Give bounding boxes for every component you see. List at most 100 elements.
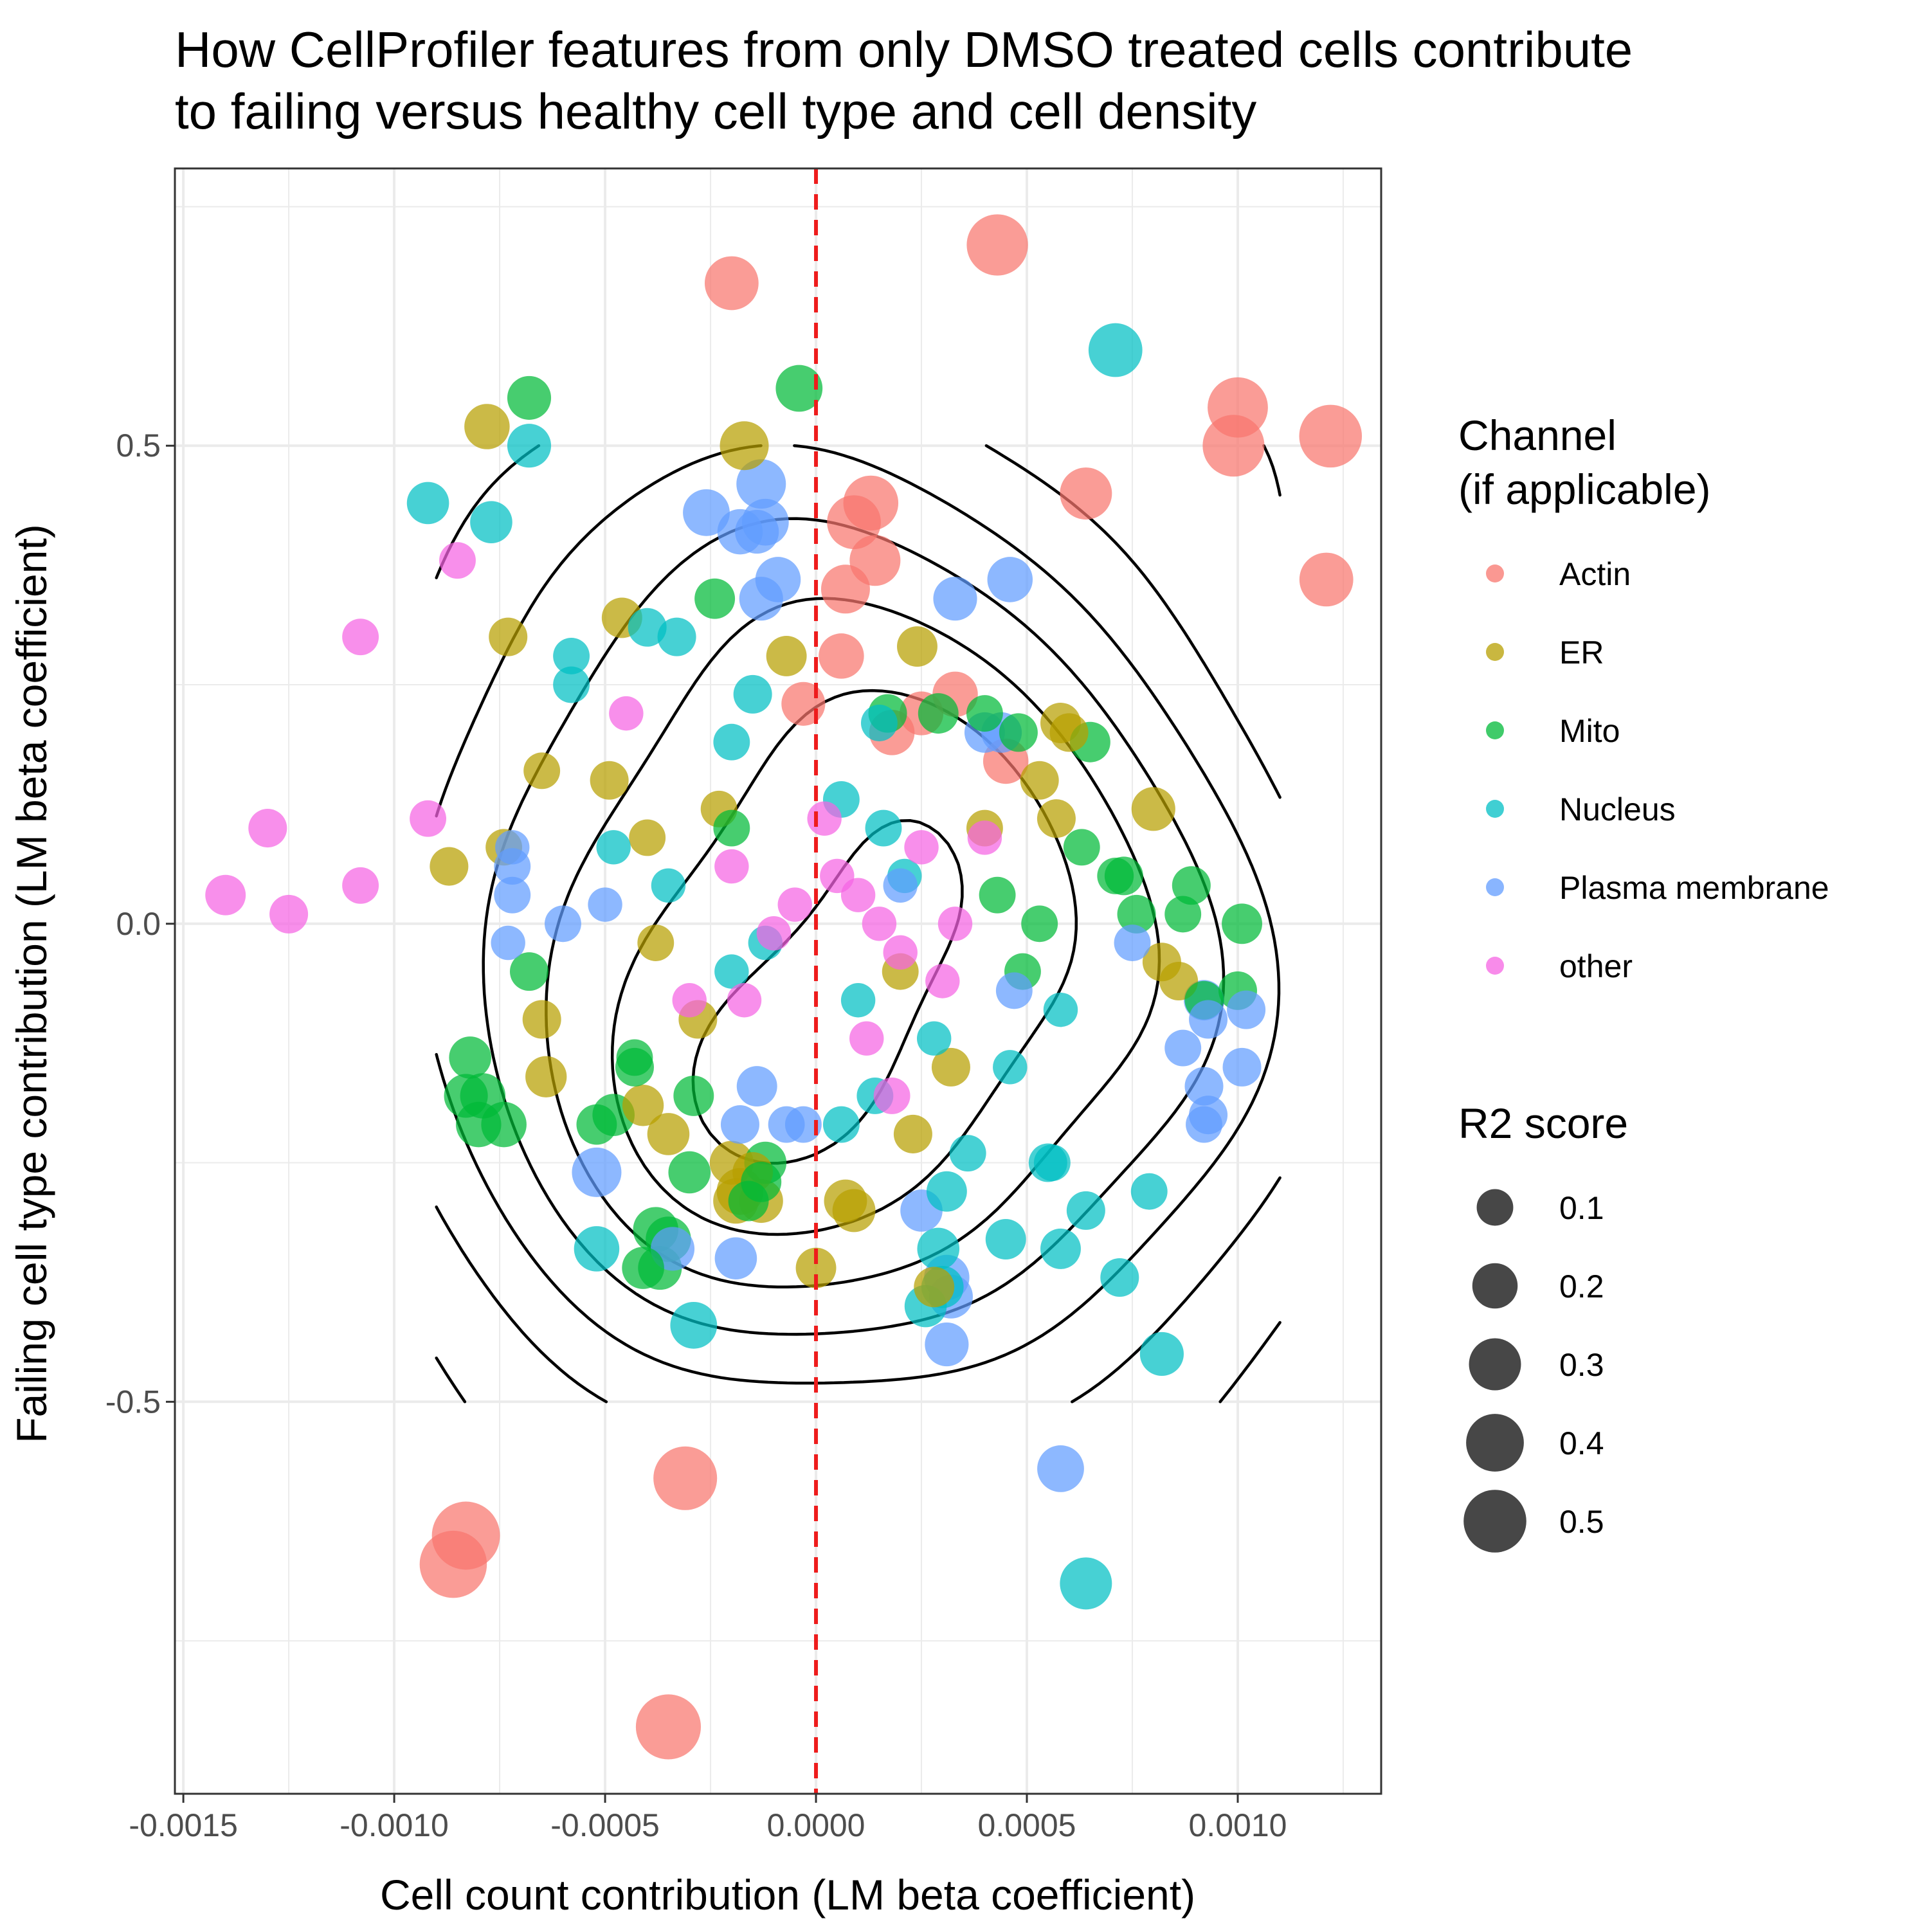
point-nucleus: [917, 1227, 960, 1270]
x-tick-label: 0.0010: [1189, 1807, 1287, 1843]
point-er: [637, 925, 675, 961]
point-nucleus: [553, 666, 590, 703]
point-other: [342, 618, 379, 656]
legend-channel-title-line-1: Channel: [1458, 411, 1617, 459]
point-er: [590, 761, 629, 800]
legend-size-key: [1469, 1338, 1521, 1391]
point-nucleus: [507, 424, 552, 468]
legend-channel-label: Actin: [1559, 556, 1631, 592]
point-other: [777, 887, 812, 922]
point-nucleus: [596, 830, 631, 865]
point-nucleus: [949, 1135, 986, 1172]
point-actin: [635, 1694, 702, 1760]
point-mito: [966, 695, 1003, 732]
point-er: [720, 421, 769, 471]
point-mito: [622, 1247, 664, 1289]
legend-channel-key: [1486, 643, 1504, 661]
point-other: [609, 696, 644, 731]
point-nucleus: [470, 501, 512, 544]
point-actin: [1299, 552, 1354, 607]
point-plasma-membrane: [925, 1323, 969, 1367]
point-plasma-membrane: [1114, 925, 1151, 961]
point-nucleus: [406, 482, 449, 525]
legend-channel-key: [1486, 564, 1504, 582]
point-er: [430, 847, 469, 886]
x-tick-label: -0.0015: [129, 1807, 238, 1843]
point-mito: [1063, 829, 1100, 866]
point-mito: [1021, 905, 1058, 943]
point-er: [1020, 761, 1059, 800]
x-tick-label: 0.0005: [978, 1807, 1076, 1843]
plot-panel: [174, 167, 1382, 1795]
point-other: [937, 907, 973, 941]
legend-channel-label: Mito: [1559, 713, 1620, 749]
point-actin: [966, 214, 1028, 276]
y-axis-ticks: -0.5 0.0 0.5: [105, 428, 175, 1420]
y-tick-label: 0.0: [116, 906, 161, 942]
y-tick-label: 0.5: [116, 428, 161, 464]
point-plasma-membrane: [736, 459, 786, 509]
point-mito: [979, 876, 1016, 914]
point-nucleus: [574, 1226, 620, 1272]
point-other: [269, 894, 309, 934]
point-other: [439, 542, 476, 579]
point-actin: [653, 1446, 718, 1510]
point-mito: [694, 578, 736, 619]
point-plasma-membrane: [1186, 1106, 1222, 1143]
point-mito: [509, 952, 549, 991]
point-other: [967, 820, 1002, 855]
point-other: [862, 907, 897, 941]
legend-size-label: 0.4: [1559, 1425, 1604, 1461]
point-er: [523, 752, 561, 790]
point-other: [849, 1021, 884, 1056]
point-plasma-membrane: [683, 489, 730, 536]
legend-channel-label: Nucleus: [1559, 791, 1676, 827]
point-mito: [507, 375, 552, 420]
legend-channel-key: [1486, 878, 1504, 896]
point-nucleus: [733, 674, 772, 714]
legend-channel-label: Plasma membrane: [1559, 870, 1829, 906]
point-nucleus: [1139, 1332, 1184, 1377]
point-plasma-membrane: [572, 1147, 622, 1197]
point-actin: [419, 1530, 487, 1598]
point-mito: [481, 1101, 527, 1148]
x-tick-label: -0.0005: [550, 1807, 660, 1843]
point-other: [807, 801, 842, 836]
point-plasma-membrane: [995, 972, 1033, 1009]
density-contours: [435, 444, 1281, 1404]
point-nucleus: [993, 1050, 1028, 1085]
point-other: [925, 964, 960, 998]
point-nucleus: [651, 868, 686, 903]
point-other: [727, 983, 762, 1018]
point-plasma-membrane: [720, 1105, 759, 1144]
legend-channel-key: [1486, 957, 1504, 975]
point-mito: [775, 365, 823, 412]
legend-channel-title-line-2: (if applicable): [1458, 465, 1711, 513]
x-tick-label: -0.0010: [340, 1807, 449, 1843]
point-actin: [1208, 377, 1268, 438]
point-nucleus: [1130, 1173, 1168, 1210]
point-actin: [827, 495, 881, 550]
point-nucleus: [1100, 1258, 1139, 1297]
point-nucleus: [714, 954, 749, 989]
point-er: [1037, 799, 1076, 838]
point-mito: [728, 1180, 769, 1222]
point-plasma-membrane: [1184, 1067, 1224, 1106]
point-nucleus: [926, 1171, 967, 1212]
legend-size-label: 0.1: [1559, 1190, 1604, 1226]
point-plasma-membrane: [714, 1237, 757, 1280]
point-mito: [1164, 896, 1202, 933]
point-nucleus: [822, 1106, 860, 1143]
point-mito: [918, 693, 959, 734]
point-mito: [576, 1104, 617, 1145]
point-er: [522, 1000, 561, 1039]
point-mito: [713, 809, 750, 847]
chart-title-line-1: How CellProfiler features from only DMSO…: [175, 21, 1633, 78]
point-nucleus: [860, 705, 898, 741]
point-plasma-membrane: [545, 905, 581, 943]
point-plasma-membrane: [1189, 1000, 1228, 1039]
point-other: [714, 849, 749, 884]
y-axis-title: Failing cell type contribution (LM beta …: [8, 524, 55, 1443]
